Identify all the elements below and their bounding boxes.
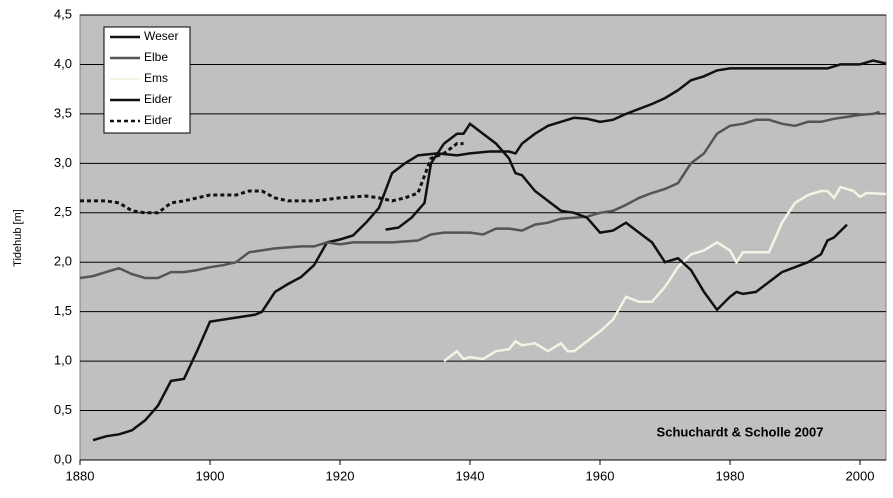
- y-tick-label: 0,5: [54, 402, 72, 417]
- y-tick-label: 3,5: [54, 105, 72, 120]
- x-tick-label: 1920: [326, 468, 355, 483]
- line-series: [80, 142, 464, 215]
- plot-area: [79, 14, 887, 461]
- y-tick-label: 1,5: [54, 303, 72, 318]
- legend-label: Ems: [144, 71, 168, 85]
- y-axis-label: Tidehub [m]: [12, 209, 24, 267]
- line-series: [443, 185, 887, 363]
- x-tick-label: 2000: [846, 468, 875, 483]
- line-series: [79, 110, 880, 280]
- y-tick-label: 4,0: [54, 56, 72, 71]
- legend-label: Elbe: [144, 50, 168, 64]
- line-series: [385, 121, 848, 312]
- x-tick-label: 1900: [196, 468, 225, 483]
- y-tick-label: 4,5: [54, 6, 72, 21]
- x-tick-label: 1960: [586, 468, 615, 483]
- x-tick-label: 1880: [66, 468, 95, 483]
- y-tick-label: 3,0: [54, 155, 72, 170]
- line-series: [92, 59, 887, 442]
- y-tick-label: 2,5: [54, 204, 72, 219]
- legend: Weser Elbe Ems Eider Eider: [103, 26, 191, 134]
- legend-label: Weser: [144, 29, 178, 43]
- y-tick-label: 0,0: [54, 451, 72, 466]
- y-tick-label: 2,0: [54, 254, 72, 269]
- x-tick-label: 1940: [456, 468, 485, 483]
- legend-label: Eider: [144, 113, 172, 127]
- x-tick-label: 1980: [716, 468, 745, 483]
- y-tick-label: 1,0: [54, 353, 72, 368]
- annotation: Schuchardt & Scholle 2007: [657, 424, 824, 439]
- legend-label: Eider: [144, 92, 172, 106]
